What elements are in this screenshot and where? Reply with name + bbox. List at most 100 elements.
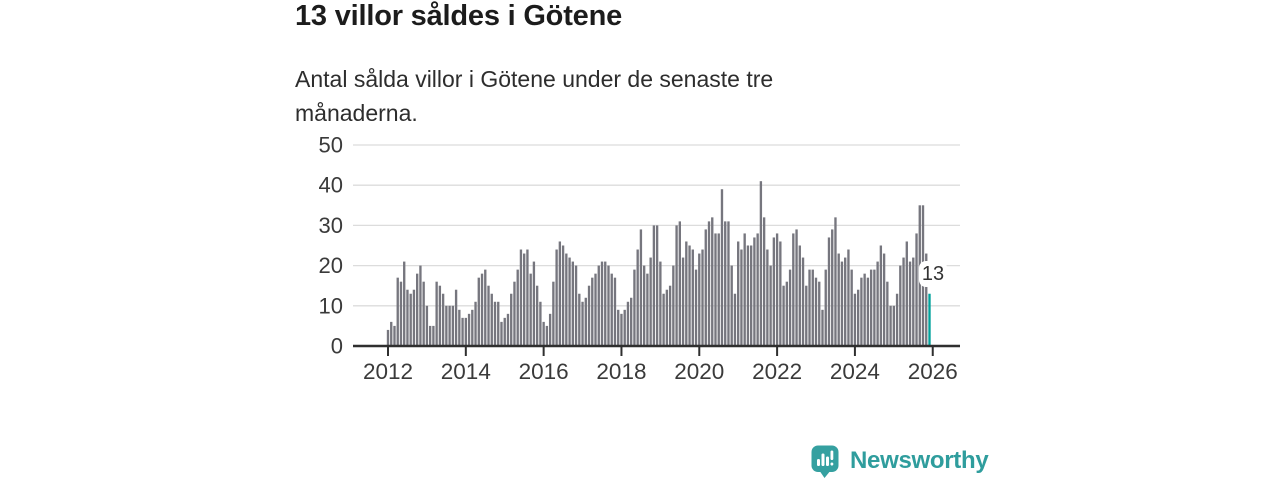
bar [432,325,435,346]
bar [701,249,704,346]
bar [428,325,432,346]
bar [892,305,896,346]
bar [863,273,866,346]
bar [720,189,724,346]
bar [594,273,597,346]
x-axis-tick-label: 2012 [363,359,413,384]
bar [519,249,523,346]
bar [542,321,545,346]
y-axis-tick-label: 50 [319,133,343,158]
bar [866,277,870,346]
bar [827,237,831,346]
bar [574,265,578,346]
x-axis-tick-label: 2020 [674,359,724,384]
bar [535,285,539,346]
bar [895,293,899,346]
bar [474,301,477,346]
bar [730,265,733,346]
x-axis-tick-label: 2022 [752,359,802,384]
bar [655,225,659,346]
bar [659,261,662,346]
brand-name: Newsworthy [850,447,989,474]
bar [646,273,649,346]
bar [626,301,630,346]
x-axis-tick-label: 2018 [596,359,646,384]
bar [390,321,393,346]
y-axis-tick-label: 30 [319,213,343,238]
bar [824,269,827,346]
bar [484,269,487,346]
bar [798,245,801,346]
bar [782,285,785,346]
bar [642,265,646,346]
bar [879,245,883,346]
bar [698,253,701,346]
bar [526,249,529,346]
bar [740,249,743,346]
bar [454,289,458,346]
bar [613,277,617,346]
bar [604,261,607,346]
bar [834,217,837,346]
y-axis-tick-label: 10 [319,293,343,318]
bar [811,269,814,346]
bar [652,225,656,346]
bar [448,305,451,346]
bar [733,293,737,346]
bar [711,217,714,346]
bar [668,285,672,346]
bar [772,237,776,346]
bar [620,313,623,346]
bar [636,249,639,346]
bar [477,277,480,346]
bar [565,253,568,346]
bar [808,269,811,346]
bar [649,257,652,346]
bar [422,281,425,346]
bar [844,257,847,346]
bar [665,289,669,346]
bar [471,309,474,346]
bar [681,257,685,346]
bar [438,285,442,346]
bar [419,265,422,346]
bar [532,261,536,346]
bar [445,305,448,346]
bar [678,221,681,346]
bar [869,269,873,346]
bar [714,233,717,346]
bar [558,241,562,346]
bar [568,257,571,346]
bar [785,281,789,346]
x-axis-tick-label: 2026 [908,359,958,384]
bar [591,277,594,346]
bar [503,317,506,346]
bar [882,253,886,346]
bar [925,253,928,346]
bar [737,241,740,346]
bar [393,325,396,346]
bar [675,225,678,346]
bar [840,261,844,346]
bar [788,269,792,346]
bar [908,261,912,346]
bar [487,285,490,346]
bar [821,309,824,346]
bar [425,305,429,346]
x-axis-tick-label: 2024 [830,359,880,384]
bar [416,273,419,346]
chart-subtitle: Antal sålda villor i Götene under de sen… [295,66,774,126]
bar [561,245,565,346]
bar [769,265,772,346]
bar [529,273,532,346]
bar [409,293,412,346]
bar [672,265,675,346]
bar [876,261,879,346]
bar [912,257,915,346]
bar [464,317,467,346]
bar [685,241,688,346]
bar [704,229,707,346]
bar [458,309,461,346]
newsworthy-logo-icon [811,445,839,478]
bar [600,261,604,346]
